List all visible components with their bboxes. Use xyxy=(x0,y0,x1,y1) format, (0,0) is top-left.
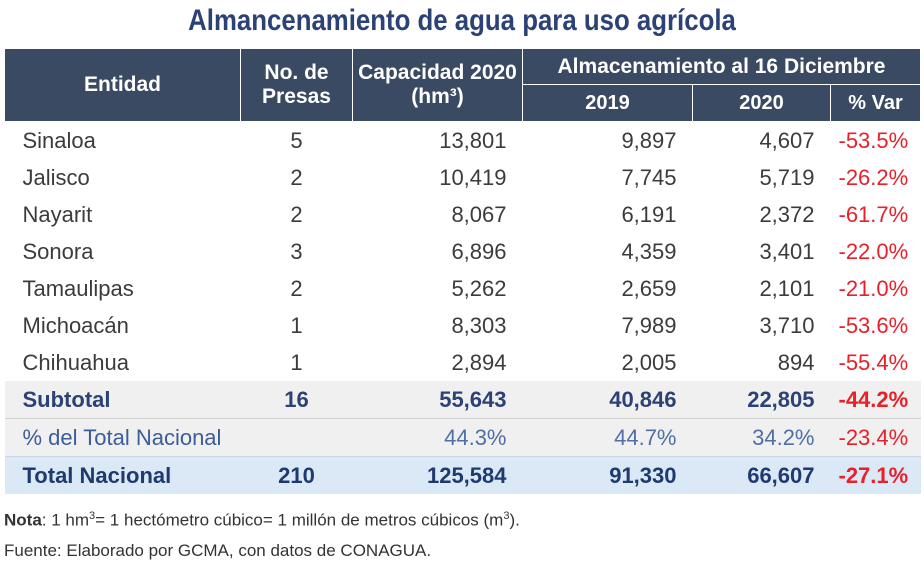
cell-entidad: Jalisco xyxy=(22,164,90,190)
cell-2020: 3,401 xyxy=(759,238,815,264)
total-label: Total Nacional xyxy=(4,456,241,494)
pct-nacional-2019: 44.7% xyxy=(522,418,693,457)
cell-entidad: Michoacán xyxy=(22,312,129,338)
cell-2019: 6,191 xyxy=(621,201,677,227)
cell-2020: 5,719 xyxy=(759,164,815,190)
table-row: Tamaulipas 2 5,262 2,659 2,101 -21.0% xyxy=(5,270,921,307)
cell-capacidad: 2,894 xyxy=(451,349,507,375)
cell-var: -53.6% xyxy=(838,312,909,338)
cell-var: -26.2% xyxy=(838,164,909,190)
cell-2020: 4,607 xyxy=(759,127,815,153)
cell-entidad: Sonora xyxy=(22,238,94,264)
table-row: Jalisco 2 10,419 7,745 5,719 -26.2% xyxy=(5,159,921,196)
subtotal-row: Subtotal 16 55,643 40,846 22,805 -44.2% xyxy=(4,381,921,419)
cell-entidad: Sinaloa xyxy=(22,127,96,153)
cell-presas: 3 xyxy=(290,238,303,264)
cell-presas: 1 xyxy=(290,312,303,338)
table-row: Chihuahua 1 2,894 2,005 894 -55.4% xyxy=(5,344,921,381)
table-row: Nayarit 2 8,067 6,191 2,372 -61.7% xyxy=(5,196,921,233)
header-presas-line2: Presas xyxy=(262,85,331,108)
cell-presas: 2 xyxy=(290,201,303,227)
subtotal-presas: 16 xyxy=(240,381,353,419)
cell-presas: 5 xyxy=(290,127,303,153)
cell-capacidad: 6,896 xyxy=(451,238,507,264)
footnote-sup2: 3 xyxy=(503,510,510,522)
subtotal-capacidad: 55,643 xyxy=(352,381,523,419)
header-2019: 2019 xyxy=(522,84,693,122)
cell-capacidad: 10,419 xyxy=(439,164,507,190)
cell-2019: 7,989 xyxy=(621,312,677,338)
total-capacidad: 125,584 xyxy=(352,456,523,494)
total-2020: 66,607 xyxy=(692,456,831,494)
cell-capacidad: 8,067 xyxy=(451,201,507,227)
cell-capacidad: 5,262 xyxy=(451,275,507,301)
cell-var: -61.7% xyxy=(838,201,909,227)
pct-nacional-2020: 34.2% xyxy=(692,418,831,457)
cell-2019: 9,897 xyxy=(621,127,677,153)
header-capacidad: Capacidad 2020 (hm³) xyxy=(352,48,523,122)
cell-2019: 2,005 xyxy=(621,349,677,375)
subtotal-2020: 22,805 xyxy=(692,381,831,419)
cell-2020: 3,710 xyxy=(759,312,815,338)
header-presas-line1: No. de xyxy=(264,61,329,84)
page-title: Almancenamiento de agua para uso agrícol… xyxy=(188,4,736,37)
footnote-part1: : 1 hm xyxy=(41,510,90,530)
table-row: Sonora 3 6,896 4,359 3,401 -22.0% xyxy=(5,233,921,270)
cell-2019: 2,659 xyxy=(621,275,677,301)
storage-table: Entidad No. de Presas Capacidad 2020 (hm… xyxy=(4,48,922,494)
cell-capacidad: 8,303 xyxy=(451,312,507,338)
header-var: % Var xyxy=(829,84,922,122)
cell-2020: 2,372 xyxy=(759,201,815,227)
footnote-part3: ). xyxy=(509,510,520,530)
cell-2020: 894 xyxy=(777,349,815,375)
subtotal-2019: 40,846 xyxy=(522,381,693,419)
pct-nacional-capacidad: 44.3% xyxy=(352,418,523,457)
pct-nacional-label: % del Total Nacional xyxy=(4,418,241,457)
cell-var: -55.4% xyxy=(838,349,909,375)
header-2020: 2020 xyxy=(692,84,831,122)
cell-var: -53.5% xyxy=(838,127,909,153)
footnote: Nota: 1 hm3= 1 hectómetro cúbico= 1 mill… xyxy=(4,510,520,531)
total-2019: 91,330 xyxy=(522,456,693,494)
subtotal-label: Subtotal xyxy=(4,381,241,419)
table-row: Michoacán 1 8,303 7,989 3,710 -53.6% xyxy=(5,307,921,344)
header-entidad: Entidad xyxy=(4,48,241,122)
total-presas: 210 xyxy=(240,456,353,494)
header-presas: No. de Presas xyxy=(240,48,353,122)
source-line: Fuente: Elaborado por GCMA, con datos de… xyxy=(4,541,432,560)
pct-nacional-var: -23.4% xyxy=(830,418,921,457)
header-capacidad-line1: Capacidad 2020 xyxy=(358,61,517,84)
cell-entidad: Tamaulipas xyxy=(22,275,134,301)
cell-presas: 1 xyxy=(290,349,303,375)
footnote-part2: = 1 hectómetro cúbico= 1 millón de metro… xyxy=(95,510,504,530)
header-capacidad-line2: (hm³) xyxy=(411,85,464,108)
cell-entidad: Chihuahua xyxy=(22,349,129,375)
cell-capacidad: 13,801 xyxy=(439,127,507,153)
cell-entidad: Nayarit xyxy=(22,201,93,227)
cell-presas: 2 xyxy=(290,164,303,190)
table-row: Sinaloa 5 13,801 9,897 4,607 -53.5% xyxy=(5,122,921,160)
footnote-label: Nota xyxy=(4,510,42,530)
cell-2020: 2,101 xyxy=(759,275,815,301)
total-var: -27.1% xyxy=(830,456,921,494)
total-row: Total Nacional 210 125,584 91,330 66,607… xyxy=(4,456,921,494)
cell-2019: 7,745 xyxy=(621,164,677,190)
cell-presas: 2 xyxy=(290,275,303,301)
cell-2019: 4,359 xyxy=(621,238,677,264)
header-almacenamiento: Almacenamiento al 16 Diciembre xyxy=(521,48,922,85)
pct-nacional-presas xyxy=(240,418,353,457)
pct-nacional-row: % del Total Nacional 44.3% 44.7% 34.2% -… xyxy=(4,418,921,457)
cell-var: -22.0% xyxy=(838,238,909,264)
cell-var: -21.0% xyxy=(838,275,909,301)
subtotal-var: -44.2% xyxy=(830,381,921,419)
footnote-sup1: 3 xyxy=(89,510,96,522)
